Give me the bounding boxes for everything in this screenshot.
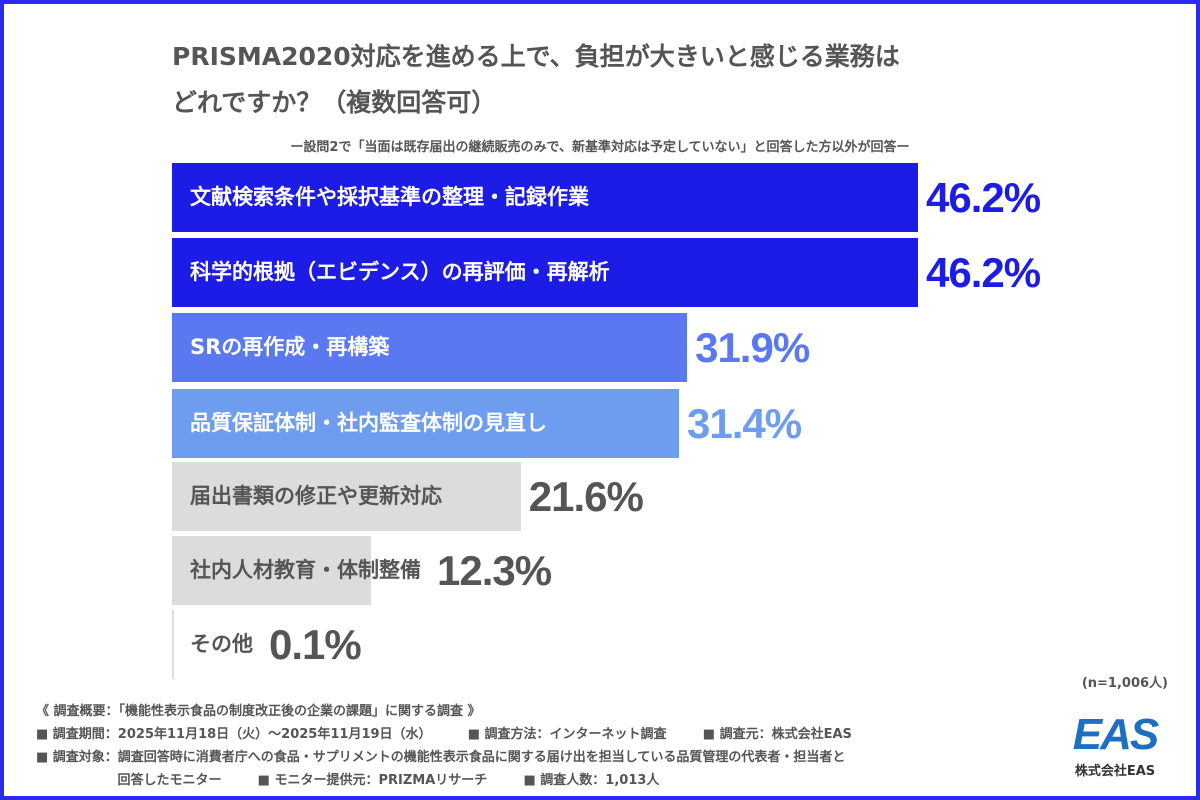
logo-mark: EAS [1072, 710, 1159, 759]
chart-subtitle: ー設問2で「当面は既存届出の継続販売のみで、新基準対応は予定していない」と回答し… [290, 140, 910, 155]
survey-notes: 《 調査概要：「機能性表示食品の制度改正後の企業の課題」に関する調査 》 ■ 調… [36, 700, 852, 792]
bar-label: 届出書類の修正や更新対応 [190, 484, 442, 508]
note-line: 《 調査概要：「機能性表示食品の制度改正後の企業の課題」に関する調査 》 [36, 704, 481, 719]
value-label: 31.4% [687, 400, 802, 447]
sample-size: (n=1,006人) [1081, 676, 1168, 691]
bar [172, 313, 688, 382]
title-line-2: どれですか？（複数回答可） [172, 88, 497, 117]
bar-label: 科学的根拠（エビデンス）の再評価・再解析 [190, 260, 610, 284]
value-label: 46.2% [926, 249, 1041, 296]
value-label: 31.9% [695, 324, 810, 371]
value-label: 21.6% [528, 473, 644, 520]
note-line: ■ 調査対象：調査回答時に消費者庁への食品・サプリメントの機能性表示食品に関する… [36, 750, 846, 765]
note-line: 回答したモニター ■ モニター提供元：PRIZMAリサーチ ■ 調査人数：1,0… [36, 773, 660, 788]
bar-chart: 文献検索条件や採択基準の整理・記録作業 46.2% 科学的根拠（エビデンス）の再評価… [172, 163, 1041, 679]
value-label: 0.1% [269, 621, 362, 668]
value-label: 12.3% [437, 547, 552, 594]
bar [172, 536, 371, 605]
bar [172, 610, 174, 679]
value-label: 46.2% [926, 174, 1041, 221]
bar-label: SRの再作成・再構築 [190, 335, 390, 359]
bar-label: 文献検索条件や採択基準の整理・記録作業 [190, 185, 589, 209]
bar-label: その他 [190, 632, 253, 656]
bar [172, 389, 680, 458]
chart-title: PRISMA2020対応を進める上で、負担が大きいと感じる業務は どれですか？（… [172, 34, 1052, 126]
eas-logo: EAS 株式会社EAS [1060, 710, 1170, 779]
bar-label: 品質保証体制・社内監査体制の見直し [190, 411, 547, 435]
bar [172, 462, 521, 531]
bar [172, 238, 918, 307]
bar [172, 163, 918, 232]
title-line-1: PRISMA2020対応を進める上で、負担が大きいと感じる業務は [172, 42, 900, 71]
logo-caption: 株式会社EAS [1074, 764, 1156, 779]
bar-label: 社内人材教育・体制整備 [190, 558, 421, 582]
note-line: ■ 調査期間：2025年11月18日（火）～2025年11月19日（水） ■ 調… [36, 727, 852, 742]
